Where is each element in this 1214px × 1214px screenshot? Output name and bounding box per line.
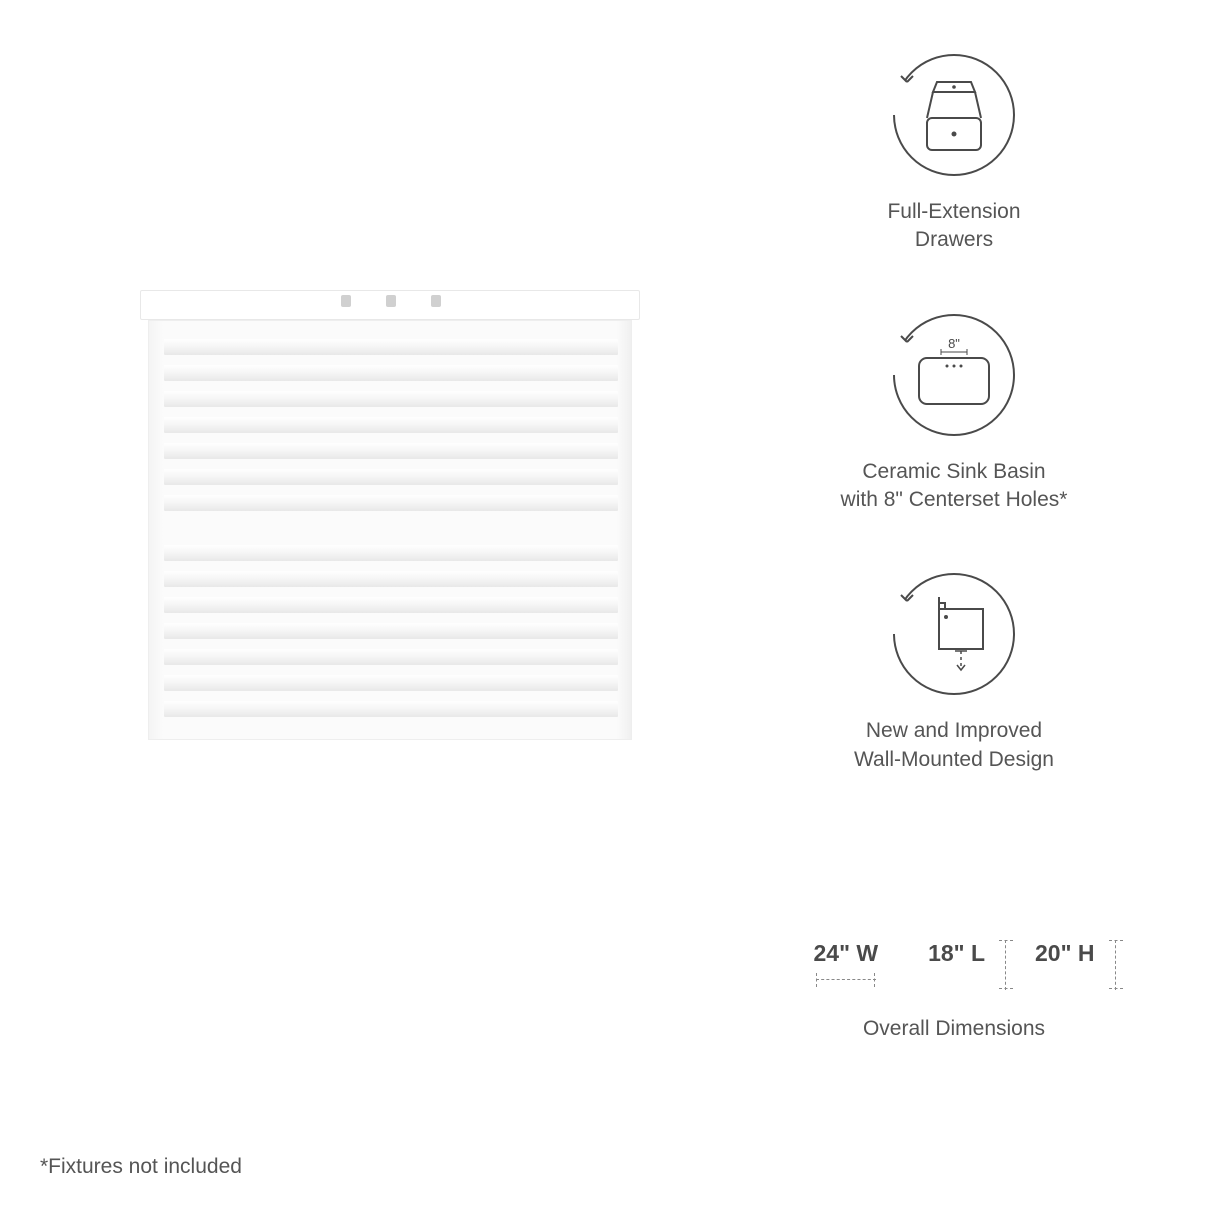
vanity-body: [148, 320, 632, 740]
dimension-value: 24" W: [813, 940, 878, 967]
dimension-height: 20" H: [1035, 940, 1095, 973]
feature-text-line: Drawers: [915, 228, 993, 251]
faucet-hole: [386, 295, 396, 307]
faucet-hole: [431, 295, 441, 307]
dimensions-block: 24" W 18" L 20" H Overall Dimensions: [784, 940, 1124, 1041]
wall-mount-icon: [889, 569, 1019, 699]
dimension-length: 18" L: [928, 940, 985, 973]
feature-text-line: Ceramic Sink Basin: [862, 460, 1045, 483]
dimension-guide: [816, 973, 876, 987]
faucet-hole: [341, 295, 351, 307]
feature-item-drawers: Full-Extension Drawers: [887, 50, 1020, 255]
feature-item-wallmount: New and Improved Wall-Mounted Design: [854, 569, 1054, 774]
feature-text-line: Full-Extension: [887, 200, 1020, 223]
feature-label: New and Improved Wall-Mounted Design: [854, 717, 1054, 774]
feature-list: Full-Extension Drawers 8" Ceramic Sink B…: [794, 50, 1114, 829]
sink-basin-icon: 8": [889, 310, 1019, 440]
feature-item-sink: 8" Ceramic Sink Basin with 8" Centerset …: [841, 310, 1068, 515]
dimension-value: 20" H: [1035, 940, 1095, 967]
sink-measure-text: 8": [948, 336, 960, 351]
footnote: *Fixtures not included: [40, 1155, 242, 1179]
product-illustration: [140, 290, 640, 750]
feature-text-line: New and Improved: [866, 719, 1042, 742]
drawer-extension-icon: [889, 50, 1019, 180]
vanity-countertop: [140, 290, 640, 320]
vanity-drawer: [164, 545, 618, 727]
dimensions-row: 24" W 18" L 20" H: [784, 940, 1124, 987]
vanity-drawer: [164, 339, 618, 521]
feature-text-line: with 8" Centerset Holes*: [841, 488, 1068, 511]
feature-label: Ceramic Sink Basin with 8" Centerset Hol…: [841, 458, 1068, 515]
dimensions-label: Overall Dimensions: [784, 1017, 1124, 1041]
dimension-guide: [999, 940, 1013, 990]
feature-text-line: Wall-Mounted Design: [854, 748, 1054, 771]
dimension-value: 18" L: [928, 940, 985, 967]
dimension-width: 24" W: [813, 940, 878, 987]
feature-label: Full-Extension Drawers: [887, 198, 1020, 255]
dimension-guide: [1109, 940, 1123, 990]
